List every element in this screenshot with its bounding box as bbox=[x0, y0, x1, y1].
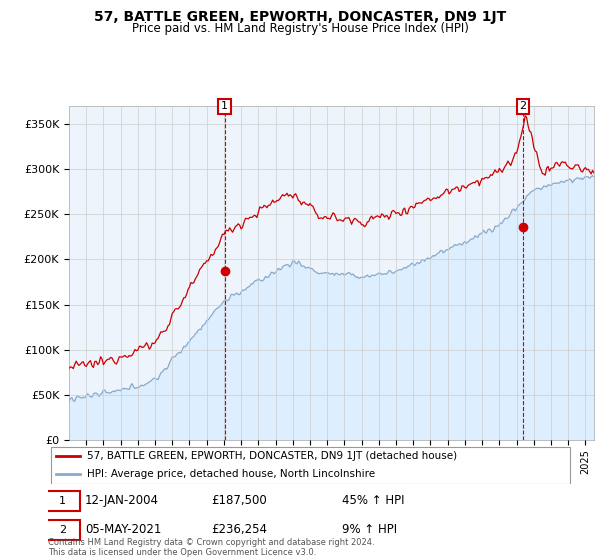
Text: 57, BATTLE GREEN, EPWORTH, DONCASTER, DN9 1JT: 57, BATTLE GREEN, EPWORTH, DONCASTER, DN… bbox=[94, 10, 506, 24]
Text: 57, BATTLE GREEN, EPWORTH, DONCASTER, DN9 1JT (detached house): 57, BATTLE GREEN, EPWORTH, DONCASTER, DN… bbox=[88, 451, 458, 461]
Text: 12-JAN-2004: 12-JAN-2004 bbox=[85, 494, 159, 507]
Text: £187,500: £187,500 bbox=[211, 494, 266, 507]
Text: HPI: Average price, detached house, North Lincolnshire: HPI: Average price, detached house, Nort… bbox=[88, 469, 376, 479]
FancyBboxPatch shape bbox=[50, 447, 571, 484]
Text: Price paid vs. HM Land Registry's House Price Index (HPI): Price paid vs. HM Land Registry's House … bbox=[131, 22, 469, 35]
Text: 1: 1 bbox=[59, 496, 66, 506]
Text: 1: 1 bbox=[221, 101, 228, 111]
Text: 9% ↑ HPI: 9% ↑ HPI bbox=[342, 523, 397, 536]
FancyBboxPatch shape bbox=[46, 520, 79, 539]
Text: 05-MAY-2021: 05-MAY-2021 bbox=[85, 523, 161, 536]
Text: 2: 2 bbox=[520, 101, 526, 111]
Text: Contains HM Land Registry data © Crown copyright and database right 2024.
This d: Contains HM Land Registry data © Crown c… bbox=[48, 538, 374, 557]
Text: £236,254: £236,254 bbox=[211, 523, 267, 536]
Text: 2: 2 bbox=[59, 525, 66, 535]
Text: 45% ↑ HPI: 45% ↑ HPI bbox=[342, 494, 404, 507]
FancyBboxPatch shape bbox=[46, 491, 79, 511]
